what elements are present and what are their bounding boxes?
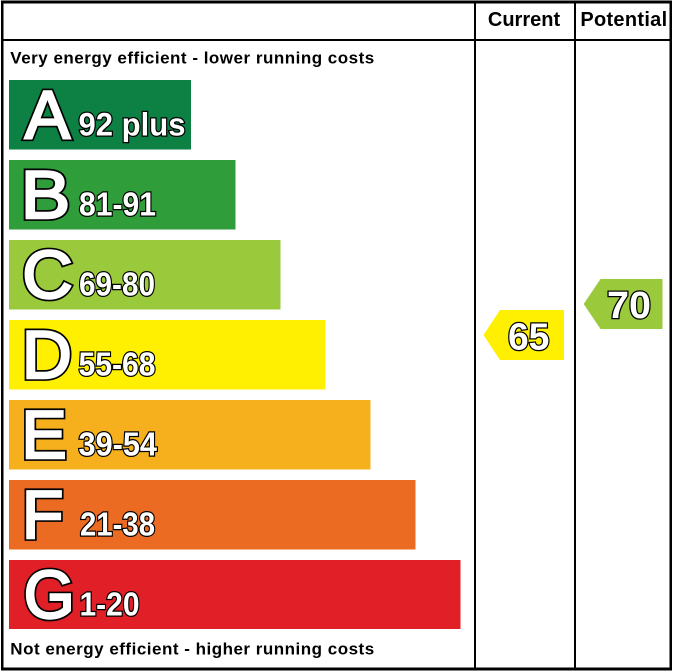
svg-text:C: C xyxy=(22,237,72,313)
svg-text:F: F xyxy=(22,477,64,553)
svg-text:F: F xyxy=(22,477,64,553)
svg-text:65: 65 xyxy=(508,317,550,359)
svg-text:81-91: 81-91 xyxy=(79,186,156,223)
svg-text:A: A xyxy=(25,77,71,153)
svg-text:55-68: 55-68 xyxy=(79,346,156,383)
svg-text:92 plus: 92 plus xyxy=(79,107,186,143)
svg-text:D: D xyxy=(22,317,72,393)
svg-text:G: G xyxy=(24,557,75,633)
svg-text:C: C xyxy=(22,237,72,313)
svg-text:A: A xyxy=(25,77,71,153)
svg-text:G: G xyxy=(24,557,75,633)
svg-text:21-38: 21-38 xyxy=(80,506,155,543)
svg-text:70: 70 xyxy=(607,285,651,327)
svg-text:Very energy efficient - lower: Very energy efficient - lower running co… xyxy=(10,49,374,68)
svg-text:39-54: 39-54 xyxy=(79,426,158,463)
svg-text:E: E xyxy=(21,397,66,473)
svg-text:B: B xyxy=(21,157,71,233)
svg-text:D: D xyxy=(22,317,72,393)
svg-text:Not energy efficient - higher: Not energy efficient - higher running co… xyxy=(10,640,374,659)
svg-text:E: E xyxy=(21,397,66,473)
svg-text:Potential: Potential xyxy=(580,9,667,31)
svg-text:69-80: 69-80 xyxy=(79,266,155,303)
svg-text:1-20: 1-20 xyxy=(80,586,140,623)
svg-text:B: B xyxy=(21,157,71,233)
svg-text:Current: Current xyxy=(488,9,561,31)
